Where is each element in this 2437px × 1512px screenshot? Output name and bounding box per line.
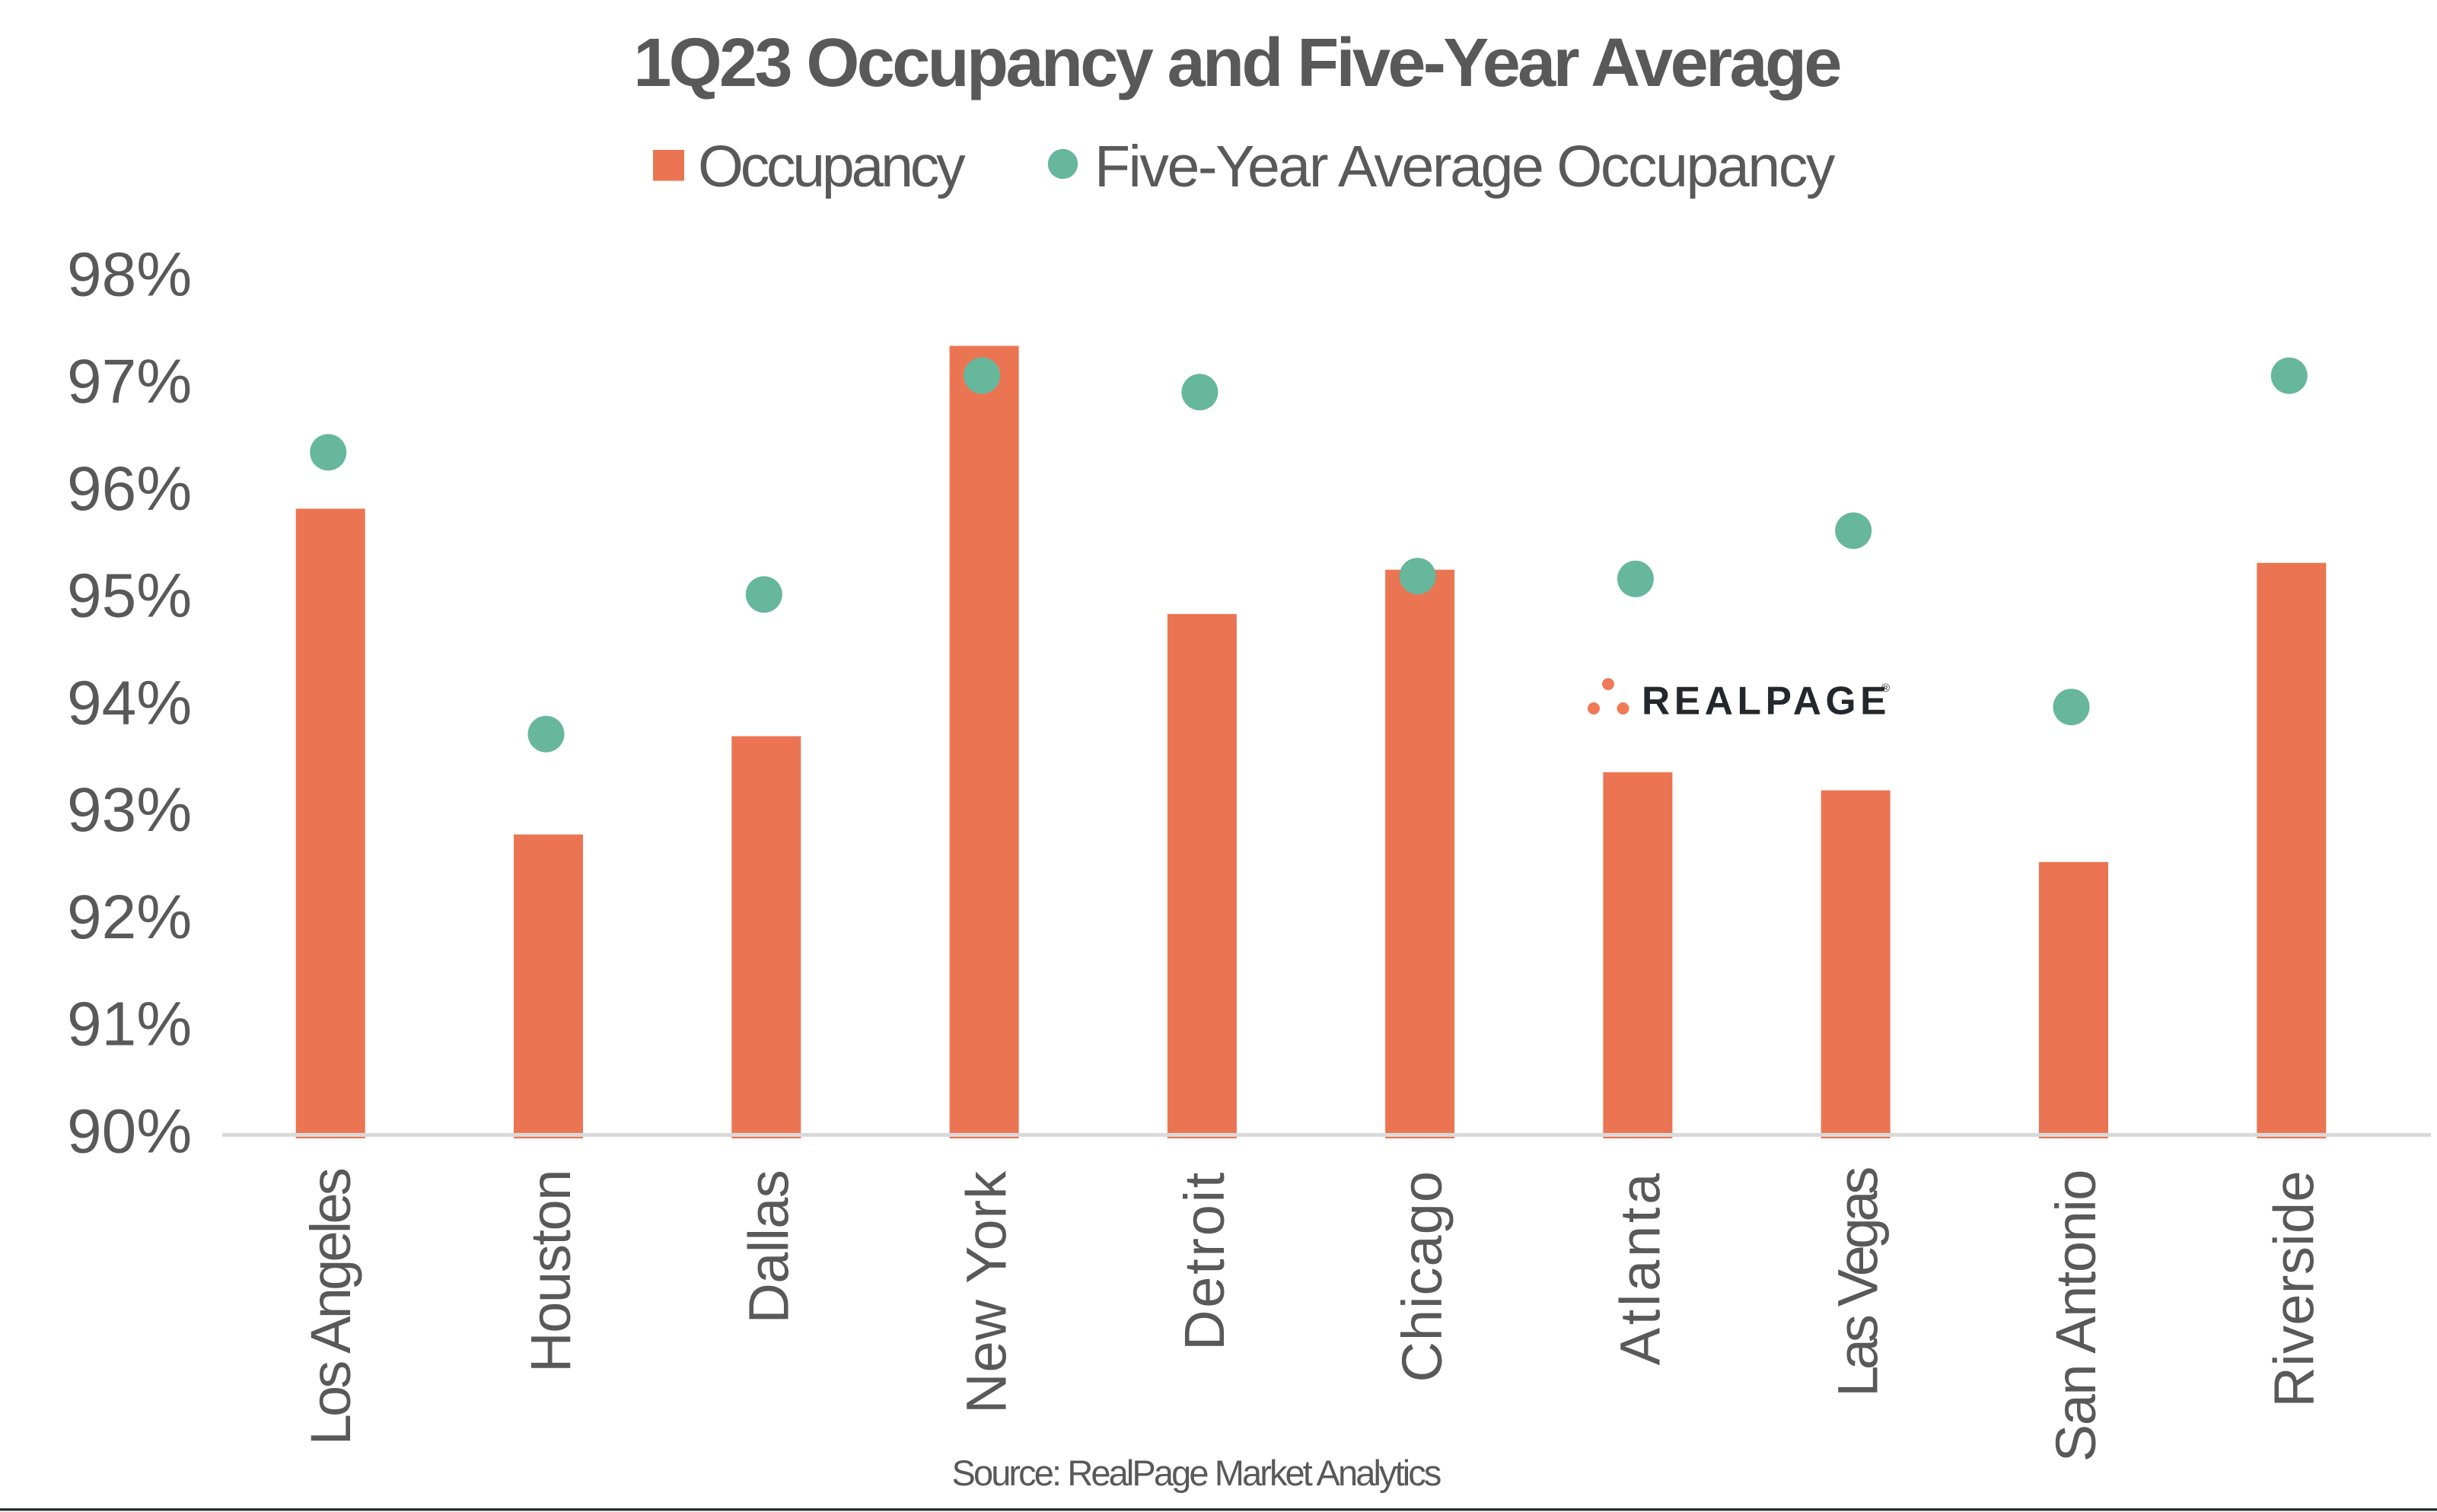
svg-text:Detroit: Detroit [1173,1170,1236,1351]
svg-text:REALPAGE: REALPAGE [1642,679,1891,723]
svg-text:Las Vegas: Las Vegas [1827,1168,1890,1397]
svg-text:Five-Year Average Occupancy: Five-Year Average Occupancy [1094,134,1836,199]
svg-text:Houston: Houston [519,1170,582,1373]
svg-text:Dallas: Dallas [737,1170,800,1323]
svg-text:96%: 96% [67,454,192,524]
svg-text:92%: 92% [67,883,192,952]
svg-text:Riverside: Riverside [2262,1170,2325,1408]
svg-text:97%: 97% [67,347,192,416]
svg-text:Chicago: Chicago [1391,1170,1454,1383]
svg-text:91%: 91% [67,990,192,1059]
svg-text:1Q23 Occupancy and Five-Year A: 1Q23 Occupancy and Five-Year Average [633,25,1840,101]
svg-text:93%: 93% [67,775,192,845]
svg-text:90%: 90% [67,1097,192,1166]
svg-text:New York: New York [955,1170,1018,1414]
svg-text:Occupancy: Occupancy [698,134,966,199]
svg-text:95%: 95% [67,562,192,631]
svg-text:®: ® [1881,682,1890,695]
svg-text:San Antonio: San Antonio [2044,1170,2107,1462]
svg-text:98%: 98% [67,240,192,309]
svg-text:Atlanta: Atlanta [1608,1170,1671,1365]
svg-text:94%: 94% [67,668,192,737]
svg-text:Los Angeles: Los Angeles [299,1169,362,1445]
svg-text:Source: RealPage Market Analyt: Source: RealPage Market Analytics [952,1453,1441,1493]
